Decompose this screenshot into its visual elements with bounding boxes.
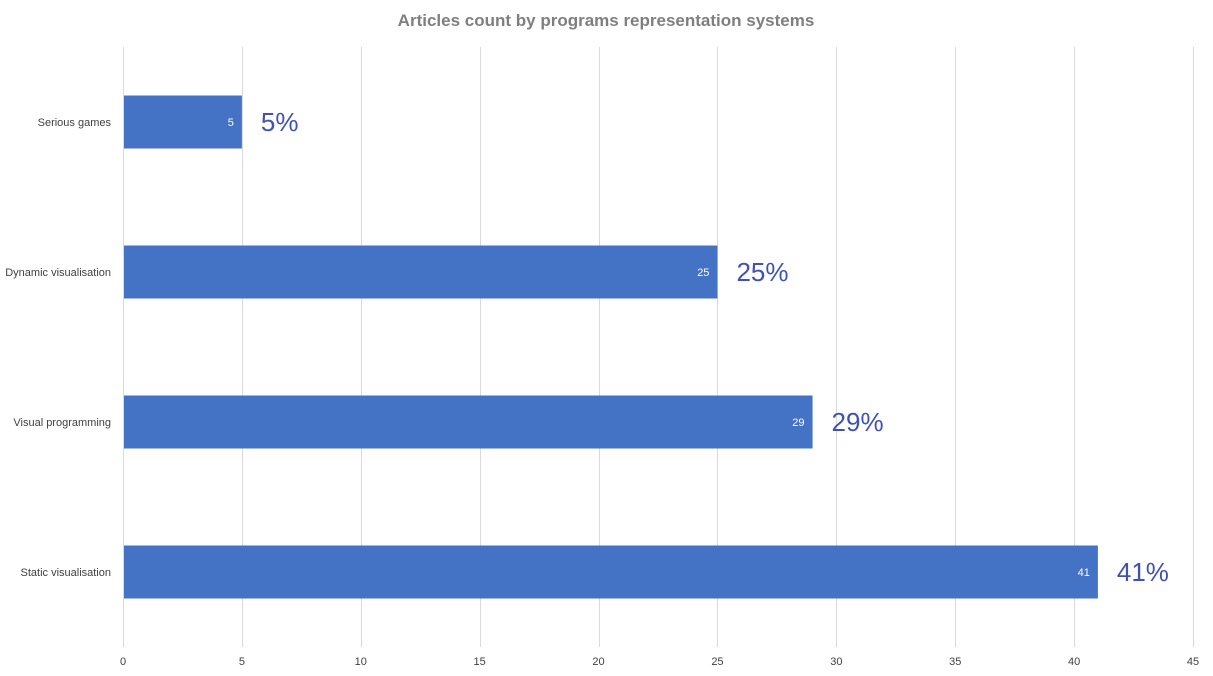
- bar: [124, 545, 1098, 599]
- category-label: Serious games: [38, 117, 112, 129]
- percent-label: 41%: [1117, 557, 1169, 587]
- x-tick-label: 35: [949, 656, 961, 668]
- x-tick-label: 30: [830, 656, 842, 668]
- percent-label: 5%: [261, 107, 299, 137]
- x-tick-label: 45: [1187, 656, 1199, 668]
- percent-label: 29%: [832, 407, 884, 437]
- x-tick-label: 5: [239, 656, 245, 668]
- x-tick-label: 40: [1068, 656, 1080, 668]
- x-tick-label: 0: [120, 656, 126, 668]
- category-label: Visual programming: [13, 417, 111, 429]
- data-label: 41: [1078, 567, 1090, 579]
- labels: Serious games 5 5% Dynamic visualisation 25 2…: [5, 107, 1169, 587]
- x-tick-label: 20: [592, 656, 604, 668]
- data-label: 25: [697, 267, 709, 279]
- x-axis: 0 5 10 15 20 25 30 35 40 45: [120, 656, 1199, 668]
- category-label: Dynamic visualisation: [5, 267, 111, 279]
- category-label: Static visualisation: [21, 567, 112, 579]
- chart-title: Articles count by programs representatio…: [398, 11, 815, 30]
- bar: [124, 395, 813, 449]
- bar: [124, 245, 718, 299]
- data-label: 29: [792, 417, 804, 429]
- x-tick-label: 25: [711, 656, 723, 668]
- data-label: 5: [228, 117, 234, 129]
- bar: [124, 95, 242, 149]
- x-tick-label: 15: [474, 656, 486, 668]
- gridlines: [123, 47, 1194, 647]
- bars: [124, 95, 1098, 599]
- x-tick-label: 10: [355, 656, 367, 668]
- percent-label: 25%: [736, 257, 788, 287]
